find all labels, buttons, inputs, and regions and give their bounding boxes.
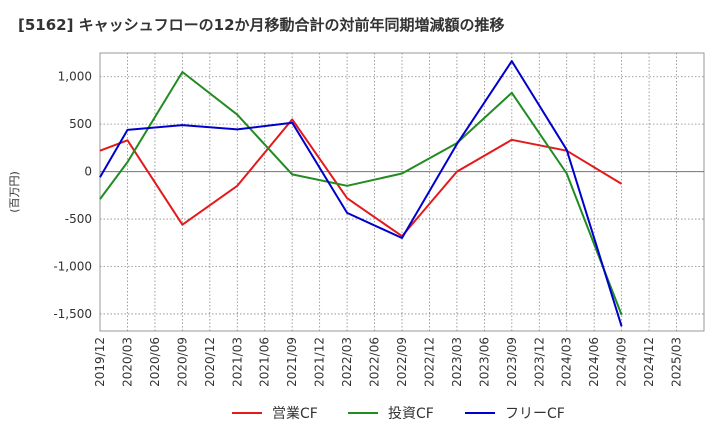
y-tick-label: 1,000 [58,70,92,84]
y-tick-label: -1,000 [53,259,92,273]
x-tick-label: 2024/12 [642,337,656,387]
x-tick-label: 2022/03 [340,337,354,387]
y-tick-label: -500 [65,212,92,226]
series-lines [99,60,623,327]
grid [100,53,704,331]
x-tick-label: 2024/06 [587,337,601,387]
x-tick-label: 2022/06 [368,337,382,387]
x-tick-label: 2020/09 [175,337,189,387]
legend-label: 営業CF [272,406,318,422]
x-tick-label: 2021/12 [313,337,327,387]
x-tick-label: 2023/03 [450,337,464,387]
chart-title: [5162] キャッシュフローの12か月移動合計の対前年同期増減額の推移 [18,16,505,34]
y-axis-ticks: 1,000 500 0 -500 -1,000 -1,500 [53,70,92,321]
y-tick-label: 0 [84,165,92,179]
x-tick-label: 2021/09 [285,337,299,387]
x-tick-label: 2020/12 [203,337,217,387]
x-tick-label: 2024/09 [615,337,629,387]
legend-label: 投資CF [388,406,434,422]
x-tick-label: 2023/06 [477,337,491,387]
series-line [99,71,623,316]
x-tick-label: 2020/03 [120,337,134,387]
x-tick-label: 2025/03 [670,337,684,387]
legend-label: フリーCF [505,406,565,422]
x-tick-label: 2023/12 [532,337,546,387]
x-tick-label: 2020/06 [148,337,162,387]
x-axis-ticks: 2019/12 2020/03 2020/06 2020/09 2020/12 2021/… [93,337,684,387]
x-tick-label: 2023/09 [505,337,519,387]
y-axis-label: (百万円) [8,171,21,213]
series-line [99,118,623,238]
x-tick-label: 2022/09 [395,337,409,387]
x-tick-label: 2024/03 [560,337,574,387]
x-tick-label: 2021/06 [258,337,272,387]
legend: 営業CF 投資CF フリーCF [232,406,565,422]
y-tick-label: 500 [69,117,92,131]
x-tick-label: 2019/12 [93,337,107,387]
plot-area [99,52,705,332]
series-line [99,60,623,327]
y-tick-label: -1,500 [53,307,92,321]
x-tick-label: 2022/12 [422,337,436,387]
x-tick-label: 2021/03 [230,337,244,387]
